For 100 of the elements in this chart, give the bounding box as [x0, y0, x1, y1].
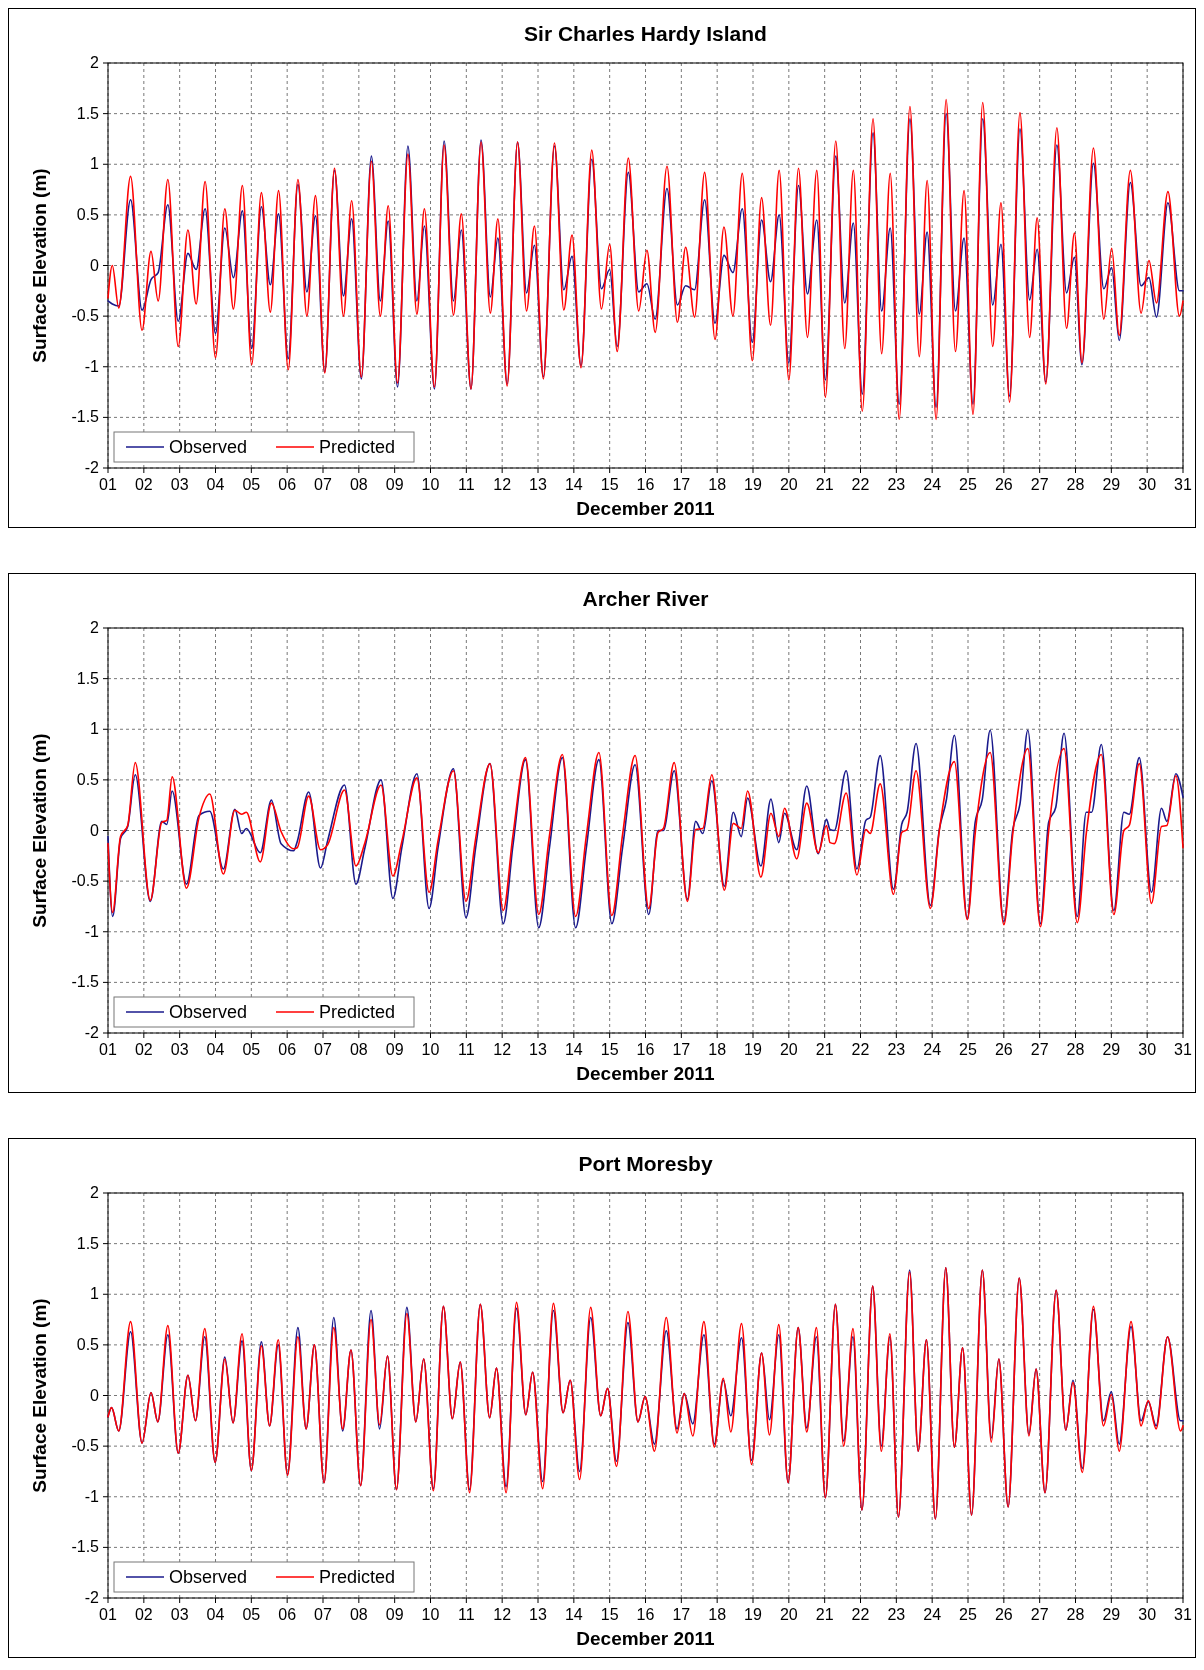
y-tick-label: 1.5 — [76, 1234, 100, 1252]
y-tick-label: 0.5 — [76, 205, 100, 223]
y-tick-label: 1 — [90, 1285, 100, 1303]
y-tick-label: -2 — [84, 459, 100, 476]
x-tick-label: 24 — [923, 1041, 942, 1058]
x-tick-label: 14 — [564, 476, 583, 493]
x-axis-title: December 2011 — [576, 498, 716, 519]
y-tick-label: -1.5 — [71, 408, 100, 426]
x-tick-label: 06 — [278, 1041, 297, 1058]
x-tick-label: 14 — [564, 1606, 583, 1623]
x-tick-label: 11 — [458, 476, 475, 493]
x-tick-label: 17 — [672, 476, 691, 493]
x-tick-label: 15 — [600, 1606, 619, 1623]
x-tick-label: 11 — [458, 1606, 475, 1623]
y-tick-label: -1 — [84, 1487, 100, 1505]
x-tick-label: 18 — [708, 1041, 727, 1058]
x-tick-label: 19 — [744, 1041, 762, 1058]
x-tick-label: 04 — [206, 476, 225, 493]
x-tick-label: 26 — [994, 1041, 1013, 1058]
x-tick-label: 25 — [959, 1606, 977, 1623]
x-tick-label: 02 — [134, 476, 153, 493]
x-tick-label: 30 — [1138, 1041, 1157, 1058]
x-tick-label: 27 — [1030, 1606, 1049, 1623]
x-tick-label: 15 — [600, 1041, 619, 1058]
x-tick-label: 26 — [994, 1606, 1013, 1623]
y-tick-label: 1.5 — [76, 669, 100, 687]
x-tick-label: 03 — [170, 476, 189, 493]
x-tick-label: 05 — [242, 476, 261, 493]
x-tick-label: 20 — [779, 1041, 798, 1058]
legend-label: Observed — [169, 437, 248, 457]
legend-label: Predicted — [319, 1567, 396, 1587]
x-tick-label: 28 — [1066, 1606, 1085, 1623]
x-tick-label: 25 — [959, 1041, 977, 1058]
chart-title: Archer River — [582, 587, 709, 610]
y-axis-title: Surface Elevation (m) — [29, 733, 50, 928]
x-tick-label: 02 — [134, 1041, 153, 1058]
x-tick-label: 10 — [421, 1041, 440, 1058]
x-tick-label: 21 — [815, 476, 834, 493]
y-tick-label: -0.5 — [71, 872, 100, 890]
x-tick-label: 09 — [385, 1606, 404, 1623]
x-tick-label: 03 — [170, 1606, 189, 1623]
y-tick-label: -1.5 — [71, 973, 100, 991]
x-tick-label: 03 — [170, 1041, 189, 1058]
x-tick-label: 17 — [672, 1606, 691, 1623]
x-tick-label: 16 — [636, 476, 655, 493]
y-tick-label: 0 — [90, 1386, 100, 1404]
y-tick-label: 0.5 — [76, 1335, 100, 1353]
x-tick-label: 22 — [851, 1606, 870, 1623]
x-tick-label: 09 — [385, 1041, 404, 1058]
x-tick-label: 06 — [278, 1606, 297, 1623]
x-tick-label: 19 — [744, 1606, 762, 1623]
chart-title: Port Moresby — [578, 1152, 713, 1175]
x-tick-label: 01 — [99, 476, 117, 493]
x-tick-label: 20 — [779, 1606, 798, 1623]
x-tick-label: 07 — [314, 476, 332, 493]
x-tick-label: 04 — [206, 1606, 225, 1623]
x-tick-label: 23 — [887, 476, 906, 493]
x-tick-label: 31 — [1174, 1041, 1192, 1058]
x-tick-label: 15 — [600, 476, 619, 493]
x-tick-label: 16 — [636, 1041, 655, 1058]
y-tick-label: -0.5 — [71, 307, 100, 325]
x-tick-label: 01 — [99, 1041, 117, 1058]
y-tick-label: 0 — [90, 256, 100, 274]
y-tick-label: -1.5 — [71, 1538, 100, 1556]
x-tick-label: 05 — [242, 1041, 261, 1058]
y-axis-title: Surface Elevation (m) — [29, 1298, 50, 1493]
x-tick-label: 14 — [564, 1041, 583, 1058]
x-tick-label: 28 — [1066, 1041, 1085, 1058]
x-tick-label: 23 — [887, 1041, 906, 1058]
y-tick-label: 1 — [90, 155, 100, 173]
x-tick-label: 16 — [636, 1606, 655, 1623]
x-tick-label: 22 — [851, 1041, 870, 1058]
x-tick-label: 13 — [529, 476, 547, 493]
y-tick-label: 2 — [90, 1184, 100, 1201]
x-tick-label: 25 — [959, 476, 977, 493]
x-tick-label: 22 — [851, 476, 870, 493]
x-tick-label: 10 — [421, 1606, 440, 1623]
y-tick-label: 0.5 — [76, 770, 100, 788]
x-tick-label: 11 — [458, 1041, 475, 1058]
x-tick-label: 12 — [493, 476, 512, 493]
x-tick-label: 08 — [349, 476, 368, 493]
x-tick-label: 06 — [278, 476, 297, 493]
y-tick-label: -2 — [84, 1589, 100, 1606]
y-tick-label: 1.5 — [76, 104, 100, 122]
x-tick-label: 24 — [923, 476, 942, 493]
x-tick-label: 30 — [1138, 1606, 1157, 1623]
x-tick-label: 07 — [314, 1606, 332, 1623]
x-tick-label: 29 — [1102, 1606, 1121, 1623]
x-tick-label: 07 — [314, 1041, 332, 1058]
legend-label: Observed — [169, 1002, 248, 1022]
legend-label: Observed — [169, 1567, 248, 1587]
x-tick-label: 08 — [349, 1606, 368, 1623]
x-tick-label: 29 — [1102, 1041, 1121, 1058]
x-tick-label: 01 — [99, 1606, 117, 1623]
y-tick-label: 2 — [90, 619, 100, 636]
y-tick-label: -2 — [84, 1024, 100, 1041]
y-tick-label: 1 — [90, 720, 100, 738]
y-axis-title: Surface Elevation (m) — [29, 168, 50, 363]
x-tick-label: 27 — [1030, 476, 1049, 493]
y-tick-label: 0 — [90, 821, 100, 839]
